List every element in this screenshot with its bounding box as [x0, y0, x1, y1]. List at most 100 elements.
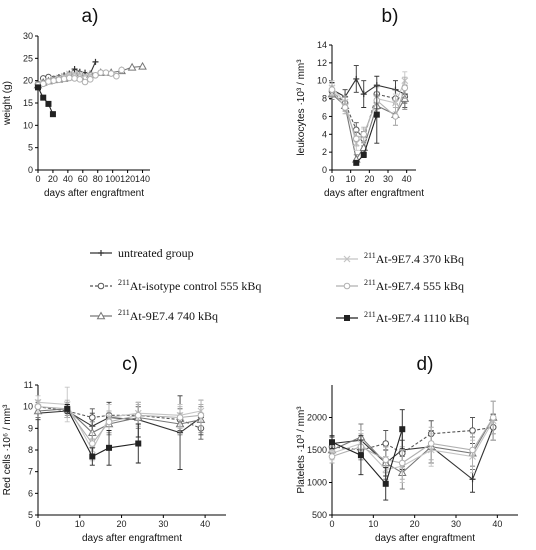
data-point: [82, 79, 88, 85]
y-tick-label: 1000: [307, 478, 327, 488]
x-axis-title: days after engraftment: [44, 188, 144, 199]
y-tick-label: 10: [317, 76, 327, 86]
legend-superscript: 211: [118, 308, 130, 317]
data-point: [399, 426, 405, 432]
x-tick-label: 40: [492, 519, 502, 529]
legend-entry: 211At-9E7.4 555 kBq: [336, 278, 464, 293]
y-tick-label: 5: [28, 510, 33, 520]
data-point: [361, 131, 367, 137]
chart-panel-2: b)01020304002468101214days after engraft…: [296, 6, 424, 199]
legend-superscript: 211: [364, 310, 376, 319]
data-point: [61, 76, 67, 82]
x-tick-label: 20: [364, 174, 374, 184]
x-tick-label: 30: [383, 174, 393, 184]
series-6: [329, 410, 405, 500]
series-line: [38, 409, 201, 433]
y-tick-label: 8: [28, 445, 33, 455]
data-point: [490, 415, 496, 421]
data-point: [90, 415, 96, 421]
data-point: [353, 76, 359, 82]
data-point: [93, 73, 99, 79]
data-point: [119, 67, 125, 73]
data-point: [40, 95, 46, 101]
chart-panel-4: d)010203040500100015002000days after eng…: [296, 354, 518, 544]
legend-marker: [344, 283, 350, 289]
data-point: [135, 413, 141, 419]
data-point: [428, 441, 434, 447]
legend-label: 211At-9E7.4 370 kBq: [364, 251, 464, 266]
y-axis-title: Red cells ·10⁶ / mm³: [2, 404, 13, 495]
series-line: [38, 87, 53, 114]
panel-label: b): [382, 6, 399, 27]
series-line: [332, 429, 402, 484]
y-axis-title: Platelets ·10³ / mm³: [296, 406, 307, 494]
data-point: [46, 79, 52, 85]
y-tick-label: 6: [28, 488, 33, 498]
x-tick-label: 100: [105, 174, 120, 184]
data-point: [50, 111, 56, 117]
y-tick-label: 10: [23, 402, 33, 412]
x-tick-label: 40: [402, 174, 412, 184]
data-point: [72, 76, 78, 82]
x-axis-title: days after engraftment: [82, 533, 182, 544]
legend-label: 211At-9E7.4 1110 kBq: [364, 310, 469, 325]
data-point: [358, 452, 364, 458]
x-tick-label: 30: [158, 519, 168, 529]
y-axis-title: leukocytes ·10³ / mm³: [296, 59, 307, 156]
y-tick-label: 14: [317, 40, 327, 50]
series-line: [332, 421, 493, 470]
data-point: [51, 78, 57, 84]
x-axis-title: days after engraftment: [375, 533, 475, 544]
data-point: [108, 71, 114, 77]
data-point: [198, 413, 204, 419]
y-tick-label: 0: [322, 165, 327, 175]
y-tick-label: 25: [23, 53, 33, 63]
x-tick-label: 0: [329, 519, 334, 529]
data-point: [329, 439, 335, 445]
panel-label: c): [122, 354, 138, 375]
y-tick-label: 4: [322, 129, 327, 139]
legend-label-text: At-isotype control 555 kBq: [130, 279, 262, 293]
y-tick-label: 500: [312, 510, 327, 520]
data-point: [135, 441, 141, 447]
data-point: [393, 114, 399, 120]
data-point: [87, 77, 93, 83]
legend: untreated group 211 At-isotype control 555…: [90, 246, 469, 325]
data-point: [56, 77, 62, 83]
data-point: [470, 447, 476, 453]
x-tick-label: 80: [93, 174, 103, 184]
legend-entry: 211At-9E7.4 1110 kBq: [336, 310, 469, 325]
data-point: [106, 419, 112, 425]
legend-label-text: At-9E7.4 1110 kBq: [376, 311, 469, 325]
y-tick-label: 30: [23, 31, 33, 41]
legend-marker: [98, 250, 104, 256]
data-point: [64, 406, 70, 412]
data-point: [106, 445, 112, 451]
y-tick-label: 9: [28, 423, 33, 433]
panel-label: d): [417, 354, 434, 375]
y-tick-label: 1500: [307, 445, 327, 455]
legend-entry: untreated group: [90, 246, 194, 260]
data-point: [470, 428, 476, 434]
data-point: [383, 481, 389, 487]
legend-label: 211At-9E7.4 555 kBq: [364, 278, 464, 293]
chart-panel-1: a)020406080100120140051015202530days aft…: [2, 6, 150, 199]
x-tick-label: 10: [75, 519, 85, 529]
legend-superscript: 211: [364, 251, 376, 260]
data-point: [383, 457, 389, 463]
data-point: [399, 460, 405, 466]
data-point: [114, 73, 120, 79]
series-4: [329, 401, 496, 482]
x-tick-label: 0: [35, 174, 40, 184]
data-point: [77, 77, 83, 83]
y-tick-label: 11: [24, 380, 33, 390]
x-tick-label: 40: [200, 519, 210, 529]
x-tick-label: 0: [35, 519, 40, 529]
legend-label-text: At-9E7.4 740 kBq: [130, 309, 218, 323]
data-point: [361, 152, 367, 158]
data-point: [342, 105, 348, 111]
series-6: [64, 405, 141, 466]
data-point: [103, 70, 109, 76]
data-point: [177, 415, 183, 421]
